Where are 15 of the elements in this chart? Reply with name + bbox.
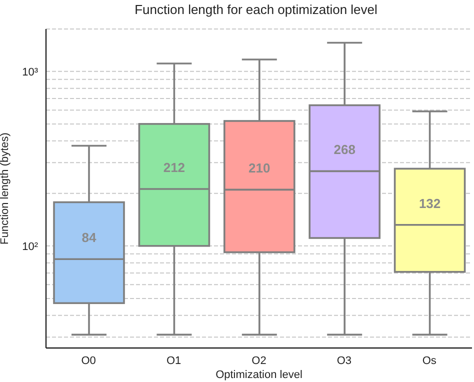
x-tick-label: Os — [422, 354, 437, 367]
text: 84 — [82, 230, 96, 246]
x-tick-label: O3 — [336, 354, 352, 367]
text: 210 — [248, 160, 270, 176]
y-axis-title: Function length (bytes) — [0, 132, 11, 244]
text: 268 — [334, 142, 356, 158]
text: 132 — [418, 196, 441, 211]
x-tick-label: O0 — [81, 354, 96, 367]
x-axis-title: Optimization level — [216, 369, 302, 381]
y-tick-label: 10² — [22, 240, 38, 253]
chart-title: Function length for each optimization level — [134, 2, 378, 17]
y-tick-label: 10³ — [22, 66, 38, 78]
x-tick-label: O2 — [252, 354, 266, 367]
x-tick-label: O1 — [166, 354, 182, 367]
text: 212 — [163, 160, 186, 175]
